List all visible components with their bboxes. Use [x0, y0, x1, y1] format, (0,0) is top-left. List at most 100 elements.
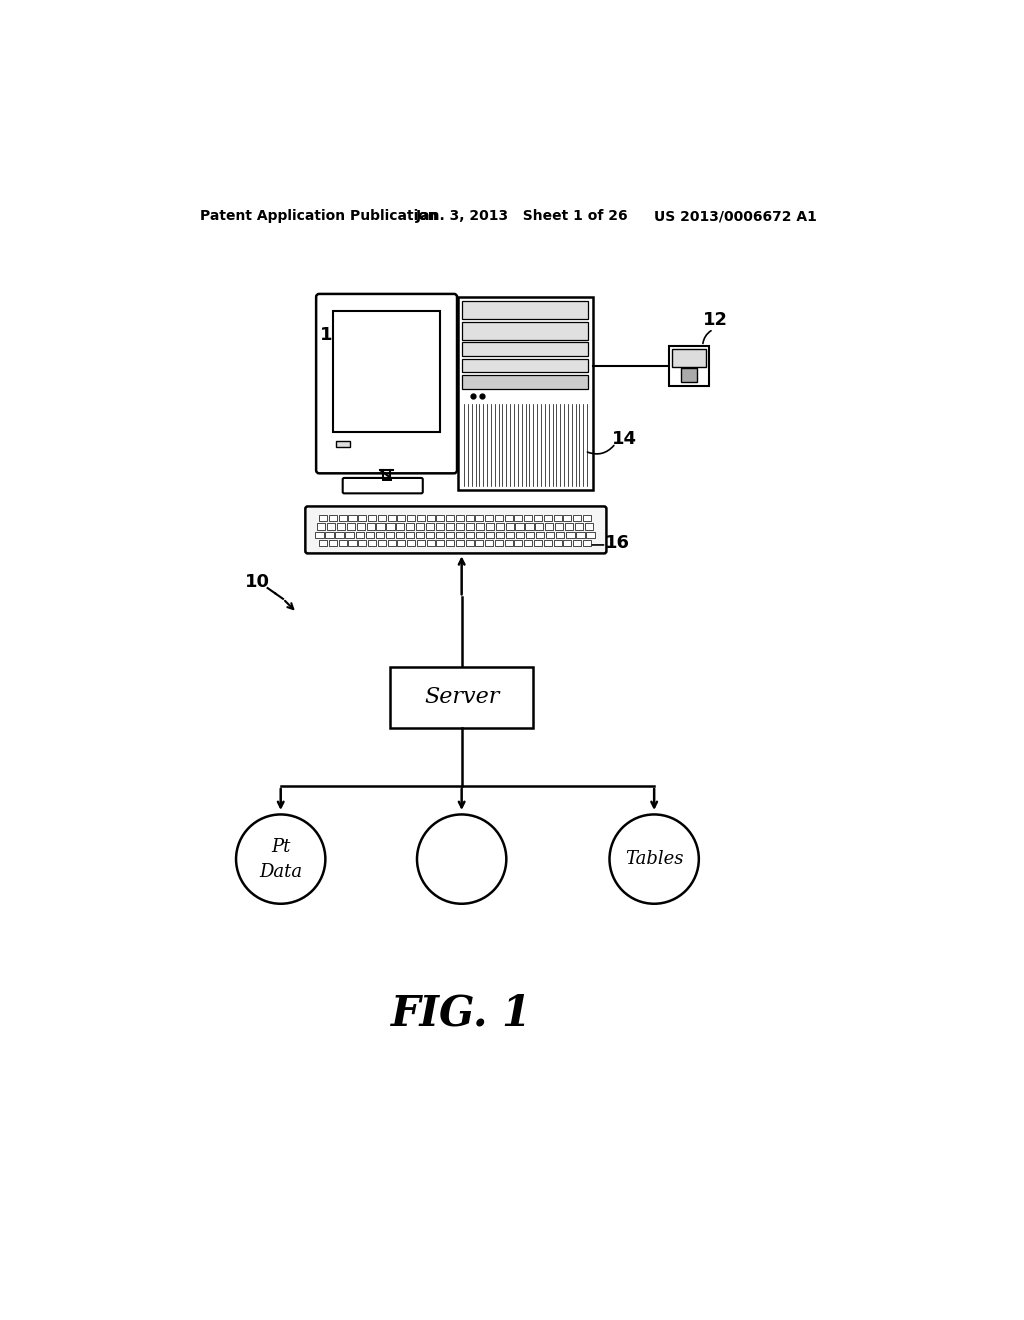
Bar: [526, 532, 535, 539]
Bar: [475, 515, 483, 521]
Bar: [565, 524, 573, 529]
Text: 14: 14: [612, 430, 637, 449]
Bar: [358, 540, 367, 546]
Bar: [546, 532, 554, 539]
Text: US 2013/0006672 A1: US 2013/0006672 A1: [654, 209, 817, 223]
Bar: [573, 515, 581, 521]
Bar: [505, 540, 513, 546]
Bar: [396, 524, 404, 529]
Bar: [316, 524, 325, 529]
Bar: [515, 524, 523, 529]
Bar: [315, 532, 324, 539]
FancyBboxPatch shape: [316, 294, 457, 474]
Bar: [536, 524, 544, 529]
Bar: [333, 312, 440, 432]
Bar: [327, 524, 335, 529]
Bar: [436, 515, 444, 521]
Circle shape: [609, 814, 698, 904]
Bar: [326, 532, 334, 539]
Bar: [463, 375, 588, 388]
Bar: [466, 524, 474, 529]
Bar: [355, 532, 364, 539]
Bar: [514, 540, 522, 546]
Bar: [456, 524, 464, 529]
Bar: [556, 532, 564, 539]
Bar: [544, 515, 552, 521]
Bar: [534, 540, 542, 546]
Bar: [537, 532, 545, 539]
Bar: [416, 532, 424, 539]
Bar: [466, 515, 474, 521]
Bar: [395, 532, 403, 539]
Bar: [356, 524, 365, 529]
Bar: [583, 515, 591, 521]
Bar: [426, 524, 434, 529]
Bar: [387, 515, 395, 521]
Bar: [426, 532, 434, 539]
Bar: [456, 532, 464, 539]
Bar: [563, 515, 571, 521]
Bar: [544, 540, 552, 546]
Bar: [496, 524, 504, 529]
FancyBboxPatch shape: [305, 507, 606, 553]
Bar: [466, 540, 474, 546]
Bar: [329, 515, 337, 521]
Bar: [458, 297, 593, 490]
Bar: [378, 515, 386, 521]
Bar: [436, 540, 444, 546]
Bar: [525, 524, 534, 529]
Bar: [378, 540, 386, 546]
Bar: [585, 524, 593, 529]
Bar: [368, 540, 376, 546]
Bar: [575, 524, 583, 529]
Bar: [345, 532, 353, 539]
Bar: [505, 515, 513, 521]
Bar: [534, 515, 542, 521]
Text: Server: Server: [424, 686, 500, 709]
Bar: [336, 532, 344, 539]
Circle shape: [237, 814, 326, 904]
Bar: [386, 524, 394, 529]
Bar: [446, 524, 454, 529]
Bar: [566, 532, 574, 539]
Bar: [416, 524, 424, 529]
Bar: [475, 540, 483, 546]
Bar: [554, 540, 561, 546]
Text: 16: 16: [605, 535, 630, 552]
Bar: [456, 515, 464, 521]
Bar: [554, 515, 561, 521]
Bar: [485, 515, 494, 521]
Bar: [366, 532, 374, 539]
Bar: [386, 532, 394, 539]
Bar: [463, 359, 588, 372]
Bar: [573, 540, 581, 546]
Bar: [348, 540, 356, 546]
Bar: [339, 540, 347, 546]
Bar: [407, 524, 415, 529]
Bar: [390, 667, 532, 729]
Bar: [436, 524, 444, 529]
Bar: [445, 532, 454, 539]
Bar: [476, 524, 484, 529]
Bar: [347, 524, 355, 529]
Bar: [506, 524, 514, 529]
Bar: [427, 515, 434, 521]
Bar: [583, 540, 591, 546]
Bar: [336, 441, 350, 447]
Bar: [446, 515, 454, 521]
Bar: [339, 515, 347, 521]
Text: 10: 10: [245, 573, 270, 591]
Bar: [669, 346, 709, 387]
Bar: [495, 515, 503, 521]
Text: Tables: Tables: [625, 850, 683, 869]
Bar: [681, 368, 696, 383]
Text: 12: 12: [703, 312, 728, 329]
Bar: [329, 540, 337, 546]
FancyBboxPatch shape: [343, 478, 423, 494]
Bar: [406, 532, 414, 539]
Bar: [348, 515, 356, 521]
Bar: [446, 540, 454, 546]
Bar: [456, 540, 464, 546]
Bar: [358, 515, 367, 521]
Bar: [524, 540, 532, 546]
